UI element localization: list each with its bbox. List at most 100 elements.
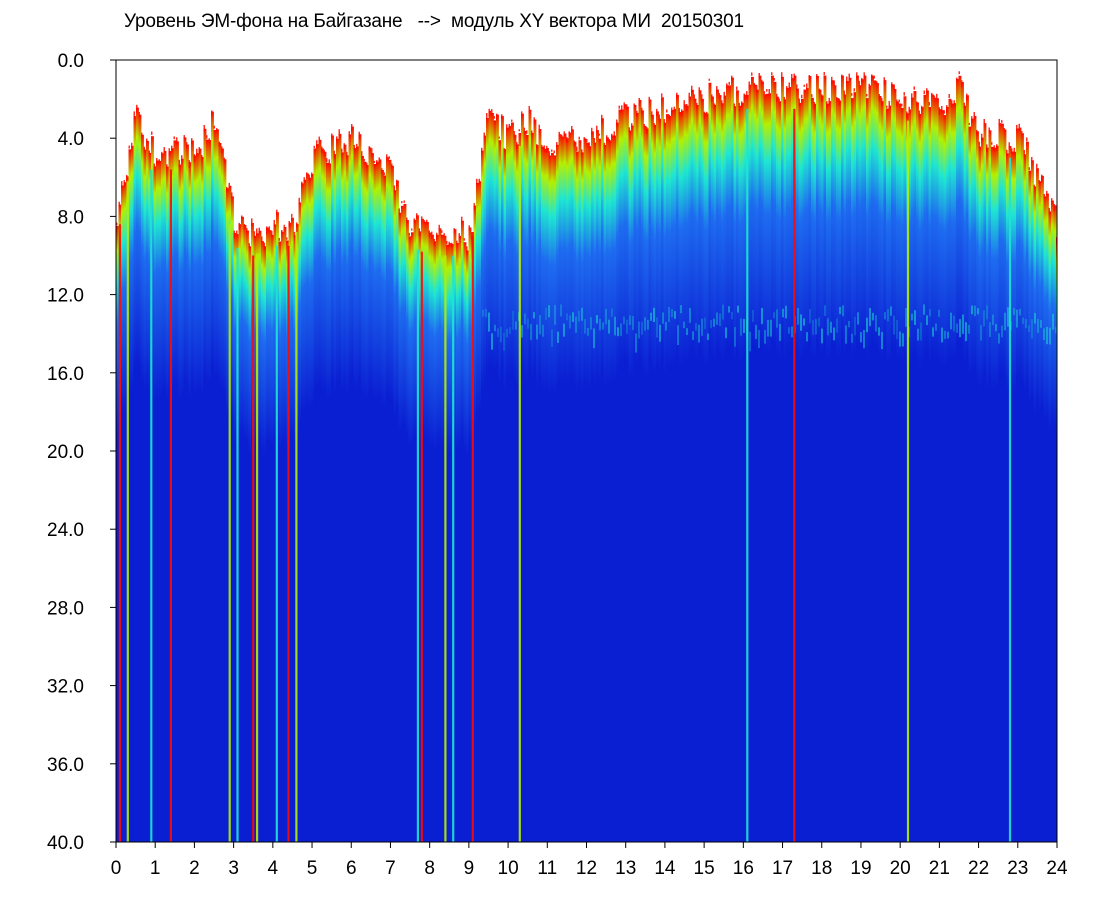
heatmap-speckle — [916, 101, 918, 105]
heatmap-band-speckle — [533, 312, 535, 319]
heatmap-column — [876, 83, 879, 842]
heatmap-column — [446, 244, 449, 842]
x-tick-label: 22 — [968, 858, 989, 879]
heatmap-band-speckle — [929, 309, 931, 317]
heatmap-speckle — [1053, 204, 1055, 212]
heatmap-speckle — [453, 228, 455, 233]
heatmap-column — [683, 104, 687, 842]
heatmap-column — [666, 114, 669, 842]
heatmap-speckle — [181, 155, 183, 161]
heatmap-column — [461, 220, 464, 842]
heatmap-speckle — [391, 163, 393, 169]
heatmap-speckle — [763, 91, 765, 95]
x-tick-label: 10 — [498, 858, 519, 879]
heatmap-column — [571, 129, 574, 842]
heatmap-column — [141, 134, 144, 842]
heatmap-band-speckle — [827, 318, 829, 336]
heatmap-speckle — [233, 230, 235, 239]
heatmap-speckle — [591, 127, 593, 134]
heatmap-column — [736, 90, 739, 842]
heatmap-column — [143, 149, 147, 842]
heatmap-speckle — [958, 71, 960, 75]
heatmap-column — [576, 151, 579, 842]
heatmap-band-speckle — [683, 321, 685, 329]
heatmap-speckle — [741, 101, 743, 108]
heatmap-speckle — [271, 230, 273, 236]
heatmap-speckle — [1048, 208, 1050, 214]
heatmap-speckle — [513, 131, 515, 138]
heatmap-column — [408, 236, 412, 842]
heatmap-column — [911, 97, 914, 842]
heatmap-column — [513, 134, 517, 842]
heatmap-speckle — [926, 88, 928, 92]
y-tick-label: 12.0 — [47, 286, 84, 307]
heatmap-speckle — [743, 93, 745, 101]
heatmap-column — [611, 135, 614, 842]
heatmap-column — [663, 122, 667, 842]
heatmap-speckle — [761, 79, 763, 85]
heatmap-column — [776, 96, 779, 842]
heatmap-band-speckle — [725, 327, 727, 339]
heatmap-speckle — [838, 98, 840, 105]
heatmap-column — [428, 232, 432, 842]
heatmap-speckle — [613, 131, 615, 139]
heatmap-column — [521, 113, 524, 842]
x-tick-label: 18 — [811, 858, 832, 879]
heatmap-column — [741, 102, 744, 842]
heatmap-column — [163, 150, 167, 842]
heatmap-speckle — [943, 110, 945, 114]
heatmap-speckle — [758, 73, 760, 79]
heatmap-column — [316, 144, 319, 842]
heatmap-band-speckle — [872, 312, 874, 321]
heatmap-column — [983, 123, 987, 842]
heatmap-speckle — [281, 230, 283, 234]
heatmap-band-speckle — [698, 324, 700, 343]
heatmap-column — [466, 250, 469, 842]
heatmap-speckle — [1018, 123, 1020, 131]
heatmap-band-speckle — [1055, 326, 1057, 334]
heatmap-column — [641, 110, 644, 842]
heatmap-column — [596, 130, 599, 842]
heatmap-column — [608, 140, 612, 842]
heatmap-speckle — [173, 136, 175, 140]
heatmap-band-speckle — [662, 312, 664, 324]
heatmap-speckle — [766, 89, 768, 92]
heatmap-column — [166, 166, 169, 842]
heatmap-speckle — [363, 159, 365, 162]
heatmap-speckle — [461, 216, 463, 222]
heatmap-speckle — [963, 102, 965, 108]
heatmap-speckle — [548, 151, 550, 158]
heatmap-speckle — [353, 144, 355, 151]
heatmap-band-speckle — [629, 315, 631, 325]
heatmap-column — [211, 111, 214, 842]
heatmap-band-speckle — [758, 329, 760, 349]
heatmap-column — [213, 130, 217, 842]
heatmap-band-speckle — [638, 321, 640, 339]
heatmap-band-speckle — [626, 319, 628, 334]
heatmap-speckle — [811, 94, 813, 98]
heatmap-band-speckle — [764, 329, 766, 344]
heatmap-band-speckle — [743, 318, 745, 333]
heatmap-band-speckle — [992, 314, 994, 326]
heatmap-speckle — [621, 105, 623, 112]
heatmap-speckle — [376, 160, 378, 165]
heatmap-band-speckle — [998, 333, 1000, 344]
heatmap-speckle — [738, 102, 740, 111]
heatmap-column — [913, 91, 917, 842]
heatmap-column — [248, 246, 252, 842]
heatmap-speckle — [341, 148, 343, 153]
heatmap-band-speckle — [635, 333, 637, 353]
heatmap-column — [668, 115, 672, 842]
heatmap-column — [536, 145, 539, 842]
heatmap-speckle — [981, 133, 983, 141]
heatmap-speckle — [291, 213, 293, 218]
heatmap-speckle — [913, 86, 915, 90]
heatmap-speckle — [421, 216, 423, 219]
heatmap-band-speckle — [710, 320, 712, 329]
heatmap-speckle — [553, 150, 555, 154]
heatmap-speckle — [198, 147, 200, 154]
heatmap-speckle — [156, 158, 158, 165]
heatmap-speckle — [876, 81, 878, 84]
heatmap-band-speckle — [812, 320, 814, 335]
heatmap-column — [618, 109, 622, 842]
